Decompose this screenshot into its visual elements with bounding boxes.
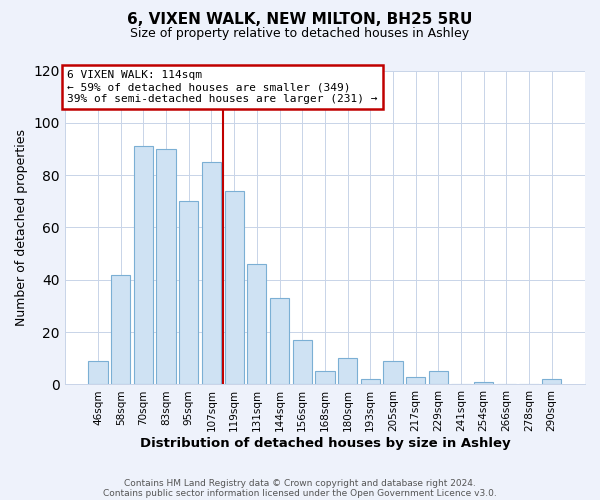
Text: Contains HM Land Registry data © Crown copyright and database right 2024.: Contains HM Land Registry data © Crown c… <box>124 478 476 488</box>
Bar <box>224 191 244 384</box>
Bar <box>202 162 221 384</box>
Bar <box>270 298 289 384</box>
Text: Contains public sector information licensed under the Open Government Licence v3: Contains public sector information licen… <box>103 488 497 498</box>
Bar <box>383 361 403 384</box>
Bar <box>428 372 448 384</box>
Bar <box>406 376 425 384</box>
Text: 6, VIXEN WALK, NEW MILTON, BH25 5RU: 6, VIXEN WALK, NEW MILTON, BH25 5RU <box>127 12 473 28</box>
Bar <box>542 379 562 384</box>
Y-axis label: Number of detached properties: Number of detached properties <box>15 129 28 326</box>
Bar <box>361 379 380 384</box>
Bar <box>474 382 493 384</box>
Bar <box>315 372 335 384</box>
Bar <box>179 202 199 384</box>
Text: Size of property relative to detached houses in Ashley: Size of property relative to detached ho… <box>130 28 470 40</box>
Bar <box>338 358 357 384</box>
Bar <box>134 146 153 384</box>
Bar <box>247 264 266 384</box>
X-axis label: Distribution of detached houses by size in Ashley: Distribution of detached houses by size … <box>140 437 510 450</box>
Bar <box>88 361 108 384</box>
Text: 6 VIXEN WALK: 114sqm
← 59% of detached houses are smaller (349)
39% of semi-deta: 6 VIXEN WALK: 114sqm ← 59% of detached h… <box>67 70 378 104</box>
Bar <box>111 274 130 384</box>
Bar <box>157 149 176 384</box>
Bar <box>293 340 312 384</box>
